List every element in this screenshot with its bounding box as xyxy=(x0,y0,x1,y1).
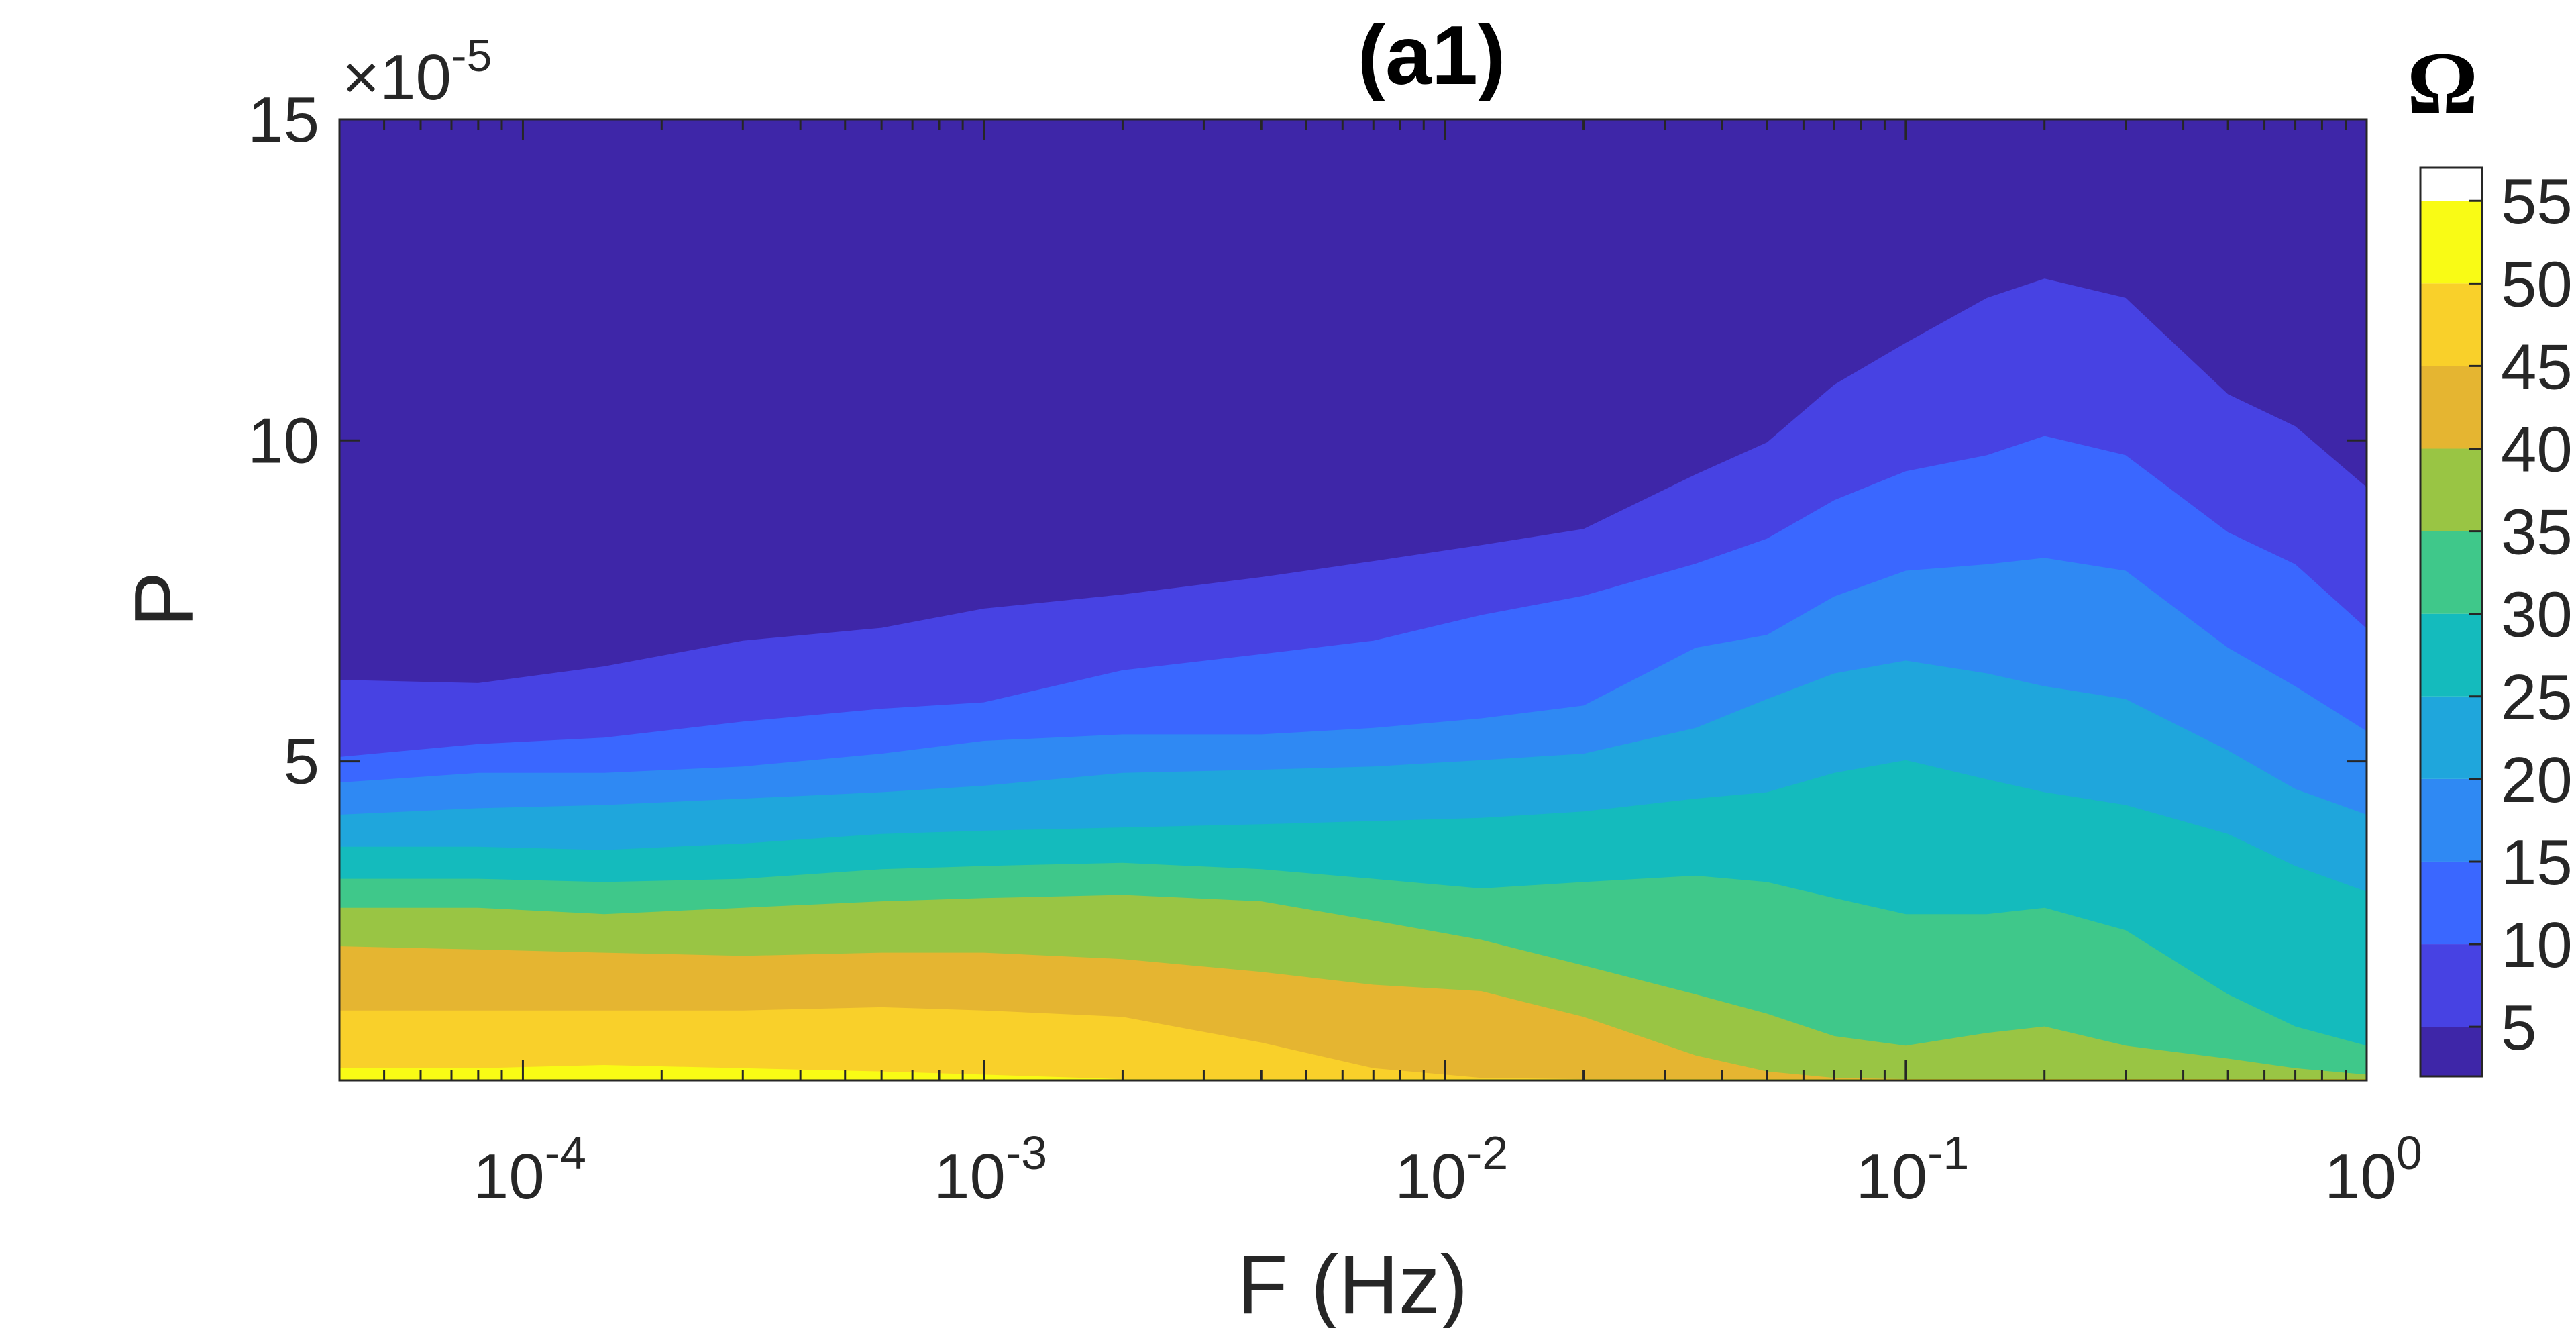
colorbar-tick-label: 35 xyxy=(2501,497,2573,568)
colorbar-swatch xyxy=(2420,944,2482,1027)
x-axis-ticks: 10-4 10-3 10-2 10-1 100 xyxy=(338,119,2422,1213)
y-multiplier-base: 10 xyxy=(380,42,451,113)
colorbar-ticks: 5 10 15 20 25 30 35 40 45 50 55 xyxy=(2469,166,2573,1064)
x-tick-label: 10-1 xyxy=(1856,1127,1969,1213)
colorbar-swatch xyxy=(2420,448,2482,531)
x-tick-label: 100 xyxy=(2324,1127,2422,1213)
y-axis-multiplier: ×10-5 xyxy=(342,30,492,113)
y-multiplier-exp: -5 xyxy=(451,30,492,81)
colorbar-tick-label: 45 xyxy=(2501,331,2573,403)
colorbar-swatch xyxy=(2420,531,2482,614)
colorbar-swatch xyxy=(2420,778,2482,862)
contour-band-45 xyxy=(339,1007,2367,1080)
y-axis-label: P xyxy=(118,572,211,627)
colorbar-swatch xyxy=(2420,201,2482,284)
colorbar-tick-label: 10 xyxy=(2501,909,2573,981)
colorbar-swatch xyxy=(2420,696,2482,779)
plot-area xyxy=(338,118,2368,1082)
y-tick-label: 5 xyxy=(284,726,319,798)
colorbar-tick-label: 30 xyxy=(2501,579,2573,651)
colorbar: Ω 5 10 15 20 25 30 35 40 45 50 55 xyxy=(2407,34,2573,1078)
colorbar-frame xyxy=(2419,166,2483,1078)
y-multiplier-sign: × xyxy=(342,42,380,113)
colorbar-tick-label: 25 xyxy=(2501,662,2573,733)
colorbar-tick-label: 40 xyxy=(2501,414,2573,486)
colorbar-swatch xyxy=(2420,366,2482,449)
y-tick-label: 10 xyxy=(248,405,319,476)
colorbar-tick-label: 5 xyxy=(2501,992,2536,1064)
colorbar-swatch xyxy=(2420,1027,2482,1076)
colorbar-tick-label: 50 xyxy=(2501,248,2573,320)
colorbar-tick-label: 55 xyxy=(2501,166,2573,238)
contour-band-50 xyxy=(339,1065,2367,1080)
plot-frame xyxy=(338,118,2368,1082)
contour-fills xyxy=(339,119,2367,1080)
colorbar-swatches xyxy=(2420,201,2482,1076)
colorbar-tick-label: 20 xyxy=(2501,744,2573,816)
x-tick-label: 10-3 xyxy=(934,1127,1047,1213)
x-axis-label: F (Hz) xyxy=(1237,1239,1468,1328)
x-tick-label: 10-2 xyxy=(1395,1127,1508,1213)
y-tick-label: 15 xyxy=(248,84,319,156)
colorbar-tick-label: 15 xyxy=(2501,827,2573,899)
y-axis-ticks: 5 10 15 xyxy=(248,84,2367,798)
colorbar-swatch xyxy=(2420,283,2482,366)
x-tick-label: 10-4 xyxy=(473,1127,586,1213)
chart-title: (a1) xyxy=(1358,9,1506,102)
colorbar-title: Ω xyxy=(2407,34,2478,132)
colorbar-swatch xyxy=(2420,861,2482,945)
colorbar-swatch xyxy=(2420,613,2482,697)
